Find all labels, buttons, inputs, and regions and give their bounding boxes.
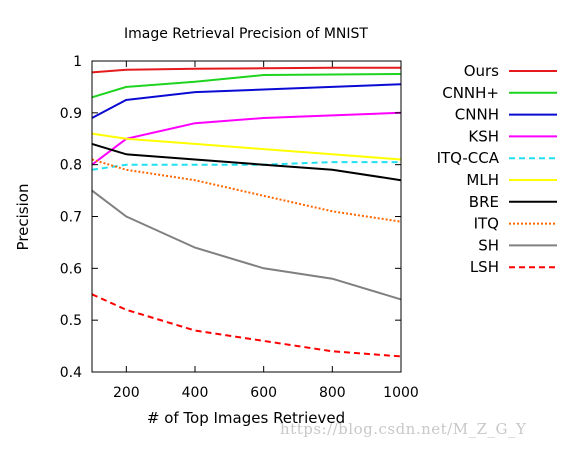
legend-label-mlh: MLH	[466, 171, 499, 189]
legend: Ours CNNH+ CNNH KSH ITQ-CCA MLH BRE ITQ SH LSH	[437, 62, 557, 276]
series-line-bre	[91, 142, 402, 182]
series-line-lsh	[91, 293, 402, 358]
legend-label-sh: SH	[478, 236, 499, 254]
x-tick-label: 200	[113, 385, 140, 401]
series-line-itq	[91, 158, 402, 223]
legend-label-cnnh-: CNNH+	[442, 84, 499, 102]
series-line-itq-cca	[91, 161, 401, 171]
x-tick-label: 800	[319, 385, 346, 401]
y-axis-label: Precision	[14, 184, 32, 251]
legend-label-bre: BRE	[469, 193, 499, 211]
series-line-sh	[91, 189, 402, 301]
axes-layer: 0.4 0.5 0.6 0.7 0.8 0.9 1 200 400 600 800 1000	[60, 54, 419, 401]
legend-label-itq: ITQ	[474, 215, 499, 233]
chart-title: Image Retrieval Precision of MNIST	[124, 26, 368, 42]
legend-label-lsh: LSH	[470, 258, 499, 276]
series-line-ours	[91, 66, 401, 74]
series-line-cnnh	[91, 83, 402, 119]
legend-label-itq-cca: ITQ-CCA	[437, 149, 500, 167]
y-tick-label: 0.9	[60, 106, 82, 122]
y-tick-label: 0.7	[60, 210, 82, 226]
y-tick-label: 0.4	[60, 365, 82, 381]
y-tick-label: 0.6	[60, 261, 82, 277]
series-layer	[91, 66, 402, 358]
y-tick-label: 0.8	[60, 158, 82, 174]
x-tick-label: 1000	[383, 385, 419, 401]
legend-label-ours: Ours	[464, 62, 499, 80]
legend-label-ksh: KSH	[468, 127, 499, 145]
legend-label-cnnh: CNNH	[455, 106, 499, 124]
plot-frame	[91, 60, 402, 373]
series-line-mlh	[91, 132, 402, 161]
watermark-text: https://blog.csdn.net/M_Z_G_Y	[280, 420, 527, 438]
x-axis-label: # of Top Images Retrieved	[147, 409, 345, 427]
x-tick-label: 400	[182, 385, 209, 401]
series-line-cnnh-	[91, 73, 402, 99]
series-line-ksh	[91, 111, 402, 166]
x-tick-label: 600	[250, 385, 277, 401]
y-tick-label: 0.5	[60, 313, 82, 329]
y-tick-label: 1	[73, 54, 82, 70]
